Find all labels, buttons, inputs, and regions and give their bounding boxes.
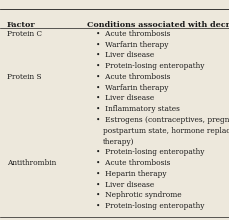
Text: •  Liver disease: • Liver disease: [96, 181, 154, 189]
Text: Conditions associated with decreased factor levels: Conditions associated with decreased fac…: [87, 21, 229, 29]
Text: •  Acute thrombosis: • Acute thrombosis: [96, 30, 171, 38]
Text: •  Heparin therapy: • Heparin therapy: [96, 170, 167, 178]
Text: Factor: Factor: [7, 21, 35, 29]
Text: •  Warfarin therapy: • Warfarin therapy: [96, 40, 169, 49]
Text: •  Protein-losing enteropathy: • Protein-losing enteropathy: [96, 62, 204, 70]
Text: •  Acute thrombosis: • Acute thrombosis: [96, 159, 171, 167]
Text: •  Warfarin therapy: • Warfarin therapy: [96, 84, 169, 92]
Text: •  Acute thrombosis: • Acute thrombosis: [96, 73, 171, 81]
Text: •  Inflammatory states: • Inflammatory states: [96, 105, 180, 113]
Text: therapy): therapy): [103, 138, 135, 146]
Text: Antithrombin: Antithrombin: [7, 159, 56, 167]
Text: Protein S: Protein S: [7, 73, 41, 81]
Text: •  Estrogens (contraceptives, pregnancy,: • Estrogens (contraceptives, pregnancy,: [96, 116, 229, 124]
Text: •  Nephrotic syndrome: • Nephrotic syndrome: [96, 191, 182, 200]
Text: Protein C: Protein C: [7, 30, 42, 38]
Text: •  Protein-losing enteropathy: • Protein-losing enteropathy: [96, 202, 204, 210]
Text: •  Liver disease: • Liver disease: [96, 94, 154, 103]
Text: •  Protein-losing enteropathy: • Protein-losing enteropathy: [96, 148, 204, 156]
Text: •  Liver disease: • Liver disease: [96, 51, 154, 59]
Text: postpartum state, hormone replacement: postpartum state, hormone replacement: [103, 127, 229, 135]
